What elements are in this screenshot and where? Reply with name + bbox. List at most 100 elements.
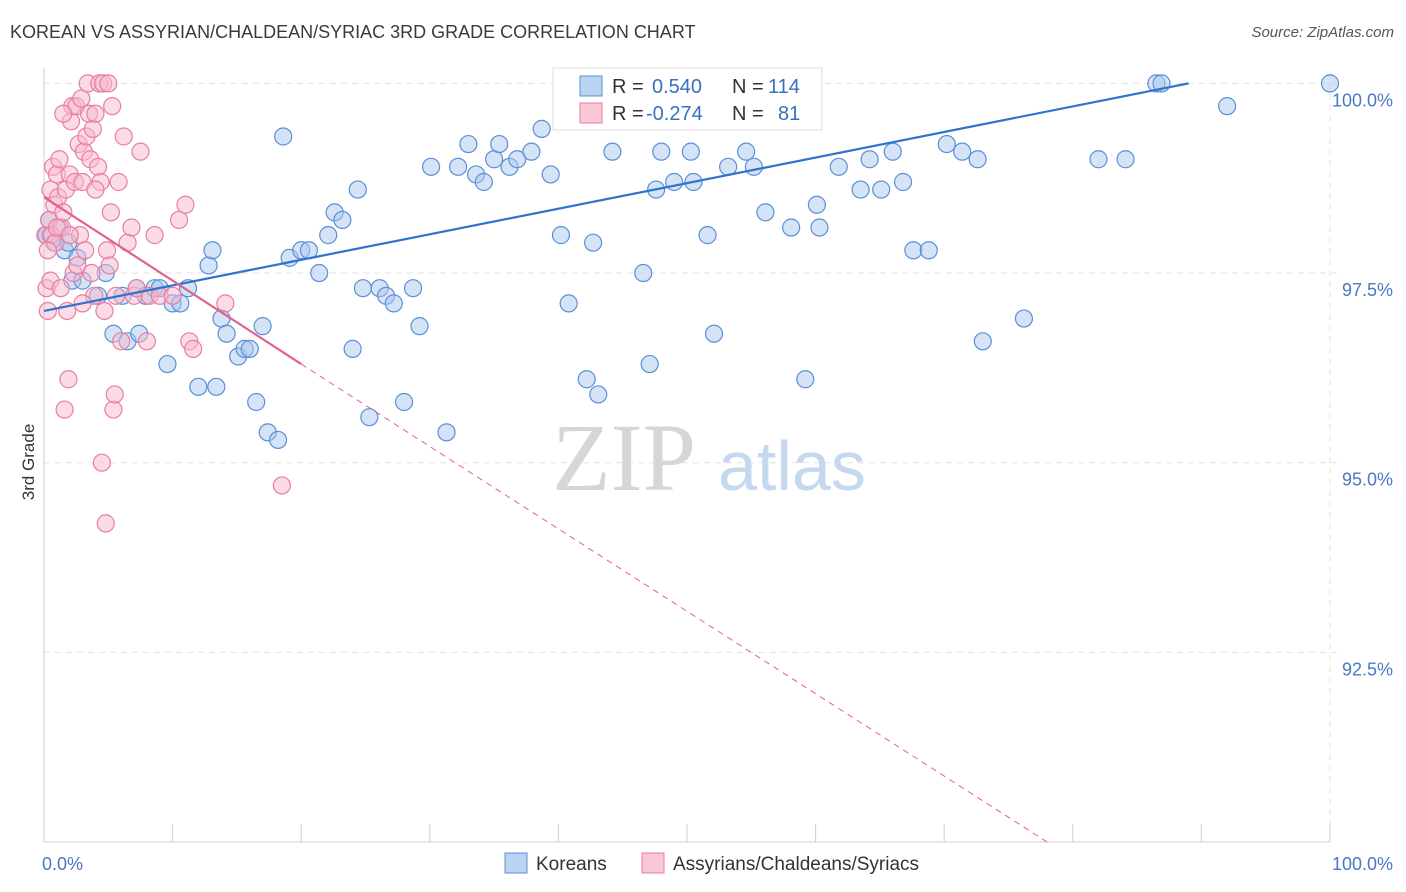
korean-point [953,142,972,161]
korean-point [253,317,272,336]
korean-point [541,165,560,184]
korean-point [744,157,763,176]
assyrian-point [109,172,128,192]
korean-point [937,134,956,154]
korean-point [1218,97,1237,116]
points-layer [36,74,1340,533]
x-tick-label: 0.0% [42,854,83,874]
korean-point [584,233,603,252]
korean-point [829,157,848,176]
legend-r-label-assyrians: R = [612,103,644,125]
legend-n-value-assyrians: 81 [778,103,800,125]
korean-point [437,423,456,442]
korean-point [310,263,329,283]
assyrian-point [60,226,79,245]
korean-point [589,385,608,404]
korean-point [919,241,938,260]
tick-layer: 100.0% 97.5% 95.0% 92.5% 0.0% 100.0% [42,90,1393,874]
watermark: ZIP atlas [552,404,866,511]
assyrian-point [96,514,115,533]
y-tick-label: 92.5% [1342,659,1393,679]
korean-point [603,142,622,161]
watermark-zip: ZIP [552,404,696,511]
assyrian-point [95,301,114,321]
grid-layer [43,68,1340,843]
assyrian-point [216,294,235,313]
korean-point [577,370,596,389]
assyrian-point [92,453,111,472]
assyrian-point [59,370,78,389]
korean-point [485,150,504,169]
series-legend-swatch-assyrians [641,852,665,874]
assyrian-point [38,241,57,260]
assyrian-point [99,74,118,93]
assyrian-point [112,332,131,351]
korean-point [1320,74,1340,93]
korean-point [1089,150,1108,169]
korean-point [348,180,367,199]
korean-point [756,203,775,222]
korean-point [704,324,724,343]
korean-point [474,172,493,192]
y-axis-title: 3rd Grade [19,424,38,501]
korean-point [384,294,403,313]
assyrian-point [86,104,105,123]
korean-point [448,157,468,176]
assyrian-point [169,210,189,230]
korean-point [403,279,423,298]
series-legend-label-assyrians: Assyrians/Chaldeans/Syriacs [673,854,919,875]
korean-point [343,339,362,358]
korean-point [1014,309,1034,328]
assyrian-point [88,157,108,176]
korean-point [796,370,815,389]
legend-swatch-koreans [579,75,603,97]
korean-point [532,119,551,138]
korean-point [189,377,208,396]
assyrian-trend-line [43,196,302,365]
assyrian-point [114,127,133,146]
legend-n-label-koreans: N = [732,76,764,98]
assyrian-trend-extension [300,363,1048,843]
korean-point [333,210,352,230]
korean-point [353,279,373,298]
korean-point [490,134,509,154]
legend-r-value-koreans: 0.540 [652,76,702,98]
legend-n-value-koreans: 114 [768,76,800,98]
korean-point [652,142,671,161]
chart-title: KOREAN VS ASSYRIAN/CHALDEAN/SYRIAC 3RD G… [10,22,696,42]
assyrian-point [184,339,203,358]
korean-point [199,256,218,275]
series-legend-label-koreans: Koreans [536,854,607,875]
assyrian-point [76,241,95,260]
assyrian-point [54,104,73,123]
assyrian-point [176,195,195,214]
korean-point [522,142,541,161]
legend-swatch-assyrians [579,102,603,124]
legend-r-label-koreans: R = [612,76,644,98]
korean-point [810,218,829,237]
assyrian-point [145,226,164,245]
watermark-atlas: atlas [718,427,866,505]
assyrian-point [100,256,119,275]
korean-point [247,392,266,412]
korean-point [410,317,429,336]
korean-point [872,180,891,199]
assyrian-point [272,476,292,495]
korean-point [559,294,578,313]
assyrian-point [101,203,120,222]
korean-point [508,150,527,169]
assyrian-point [82,263,101,283]
korean-point [893,172,913,192]
assyrian-point [55,400,74,419]
korean-point [973,332,992,351]
korean-point [698,226,717,245]
series-legend: Koreans Assyrians/Chaldeans/Syriacs [504,852,919,875]
assyrian-point [103,97,122,116]
korean-point [207,377,226,396]
korean-point [883,142,902,161]
korean-point [968,150,987,169]
x-tick-label: 100.0% [1332,854,1393,874]
legend-r-value-assyrians: -0.274 [646,103,703,125]
y-tick-label: 97.5% [1342,280,1393,300]
